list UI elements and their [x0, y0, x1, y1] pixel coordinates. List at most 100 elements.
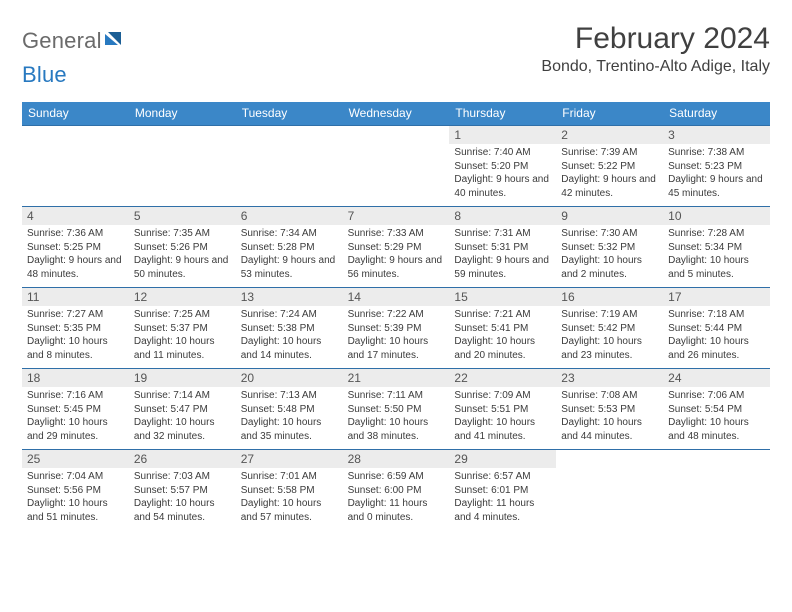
daylight-line: Daylight: 10 hours and 11 minutes.: [134, 335, 231, 362]
date-strip: 25: [22, 450, 129, 468]
date-strip: 8: [449, 207, 556, 225]
date-strip: 16: [556, 288, 663, 306]
week-row: 11Sunrise: 7:27 AMSunset: 5:35 PMDayligh…: [22, 287, 770, 368]
date-number: 7: [348, 209, 445, 223]
sunrise-line: Sunrise: 7:24 AM: [241, 308, 338, 322]
daylight-line: Daylight: 10 hours and 48 minutes.: [668, 416, 765, 443]
date-number: 24: [668, 371, 765, 385]
date-strip: 22: [449, 369, 556, 387]
sunrise-line: Sunrise: 7:13 AM: [241, 389, 338, 403]
day-cell: 28Sunrise: 6:59 AMSunset: 6:00 PMDayligh…: [343, 450, 450, 530]
sunrise-line: Sunrise: 7:34 AM: [241, 227, 338, 241]
sunset-line: Sunset: 5:57 PM: [134, 484, 231, 498]
date-number: 27: [241, 452, 338, 466]
date-number: 20: [241, 371, 338, 385]
day-cell: 7Sunrise: 7:33 AMSunset: 5:29 PMDaylight…: [343, 207, 450, 287]
brand-logo: General: [22, 22, 127, 54]
daylight-line: Daylight: 10 hours and 17 minutes.: [348, 335, 445, 362]
date-strip: 6: [236, 207, 343, 225]
date-number: 29: [454, 452, 551, 466]
sunrise-line: Sunrise: 7:11 AM: [348, 389, 445, 403]
date-number: 5: [134, 209, 231, 223]
date-number: 8: [454, 209, 551, 223]
sunset-line: Sunset: 5:47 PM: [134, 403, 231, 417]
day-cell: 12Sunrise: 7:25 AMSunset: 5:37 PMDayligh…: [129, 288, 236, 368]
date-strip: 24: [663, 369, 770, 387]
weekday-header: Saturday: [663, 102, 770, 125]
sunset-line: Sunset: 5:34 PM: [668, 241, 765, 255]
date-number: 21: [348, 371, 445, 385]
sunrise-line: Sunrise: 7:28 AM: [668, 227, 765, 241]
sunrise-line: Sunrise: 7:21 AM: [454, 308, 551, 322]
sunset-line: Sunset: 5:23 PM: [668, 160, 765, 174]
sunset-line: Sunset: 5:29 PM: [348, 241, 445, 255]
sunset-line: Sunset: 5:32 PM: [561, 241, 658, 255]
daylight-line: Daylight: 9 hours and 56 minutes.: [348, 254, 445, 281]
sunset-line: Sunset: 5:22 PM: [561, 160, 658, 174]
daylight-line: Daylight: 10 hours and 2 minutes.: [561, 254, 658, 281]
date-number: 15: [454, 290, 551, 304]
day-cell: 23Sunrise: 7:08 AMSunset: 5:53 PMDayligh…: [556, 369, 663, 449]
day-cell: 2Sunrise: 7:39 AMSunset: 5:22 PMDaylight…: [556, 126, 663, 206]
sunset-line: Sunset: 5:41 PM: [454, 322, 551, 336]
day-cell: 15 Sunrise: 7:21 AMSunset: 5:41 PMDayligh…: [449, 288, 556, 368]
date-strip: 23: [556, 369, 663, 387]
weekday-header: Sunday: [22, 102, 129, 125]
sunrise-line: Sunrise: 7:06 AM: [668, 389, 765, 403]
daylight-line: Daylight: 10 hours and 35 minutes.: [241, 416, 338, 443]
sunrise-line: Sunrise: 7:14 AM: [134, 389, 231, 403]
sunrise-line: Sunrise: 7:25 AM: [134, 308, 231, 322]
date-strip: 28: [343, 450, 450, 468]
date-number: 23: [561, 371, 658, 385]
daylight-line: Daylight: 10 hours and 20 minutes.: [454, 335, 551, 362]
day-cell: 11Sunrise: 7:27 AMSunset: 5:35 PMDayligh…: [22, 288, 129, 368]
sunrise-line: Sunrise: 7:36 AM: [27, 227, 124, 241]
day-cell: 3Sunrise: 7:38 AMSunset: 5:23 PMDaylight…: [663, 126, 770, 206]
date-strip: 18: [22, 369, 129, 387]
sunset-line: Sunset: 5:42 PM: [561, 322, 658, 336]
sunrise-line: Sunrise: 7:04 AM: [27, 470, 124, 484]
week-row: 25Sunrise: 7:04 AMSunset: 5:56 PMDayligh…: [22, 449, 770, 530]
sunrise-line: Sunrise: 7:19 AM: [561, 308, 658, 322]
day-cell: 29Sunrise: 6:57 AMSunset: 6:01 PMDayligh…: [449, 450, 556, 530]
week-row: 4Sunrise: 7:36 AMSunset: 5:25 PMDaylight…: [22, 206, 770, 287]
sunrise-line: Sunrise: 6:59 AM: [348, 470, 445, 484]
weekday-header: Friday: [556, 102, 663, 125]
date-strip: 21: [343, 369, 450, 387]
date-number: 12: [134, 290, 231, 304]
sunset-line: Sunset: 5:20 PM: [454, 160, 551, 174]
daylight-line: Daylight: 9 hours and 53 minutes.: [241, 254, 338, 281]
daylight-line: Daylight: 10 hours and 38 minutes.: [348, 416, 445, 443]
date-strip: 29: [449, 450, 556, 468]
location-label: Bondo, Trentino-Alto Adige, Italy: [541, 58, 770, 76]
day-cell: 13Sunrise: 7:24 AMSunset: 5:38 PMDayligh…: [236, 288, 343, 368]
date-number: 14: [348, 290, 445, 304]
date-number: 9: [561, 209, 658, 223]
sunrise-line: Sunrise: 7:30 AM: [561, 227, 658, 241]
date-number: 13: [241, 290, 338, 304]
sunset-line: Sunset: 5:35 PM: [27, 322, 124, 336]
date-strip: 17: [663, 288, 770, 306]
date-strip: 27: [236, 450, 343, 468]
date-strip: 10: [663, 207, 770, 225]
date-strip: 13: [236, 288, 343, 306]
brand-mark-icon: [105, 27, 127, 53]
date-number: 25: [27, 452, 124, 466]
sunrise-line: Sunrise: 7:08 AM: [561, 389, 658, 403]
week-row: 1Sunrise: 7:40 AMSunset: 5:20 PMDaylight…: [22, 125, 770, 206]
sunset-line: Sunset: 5:58 PM: [241, 484, 338, 498]
date-number: 1: [454, 128, 551, 142]
sunset-line: Sunset: 5:54 PM: [668, 403, 765, 417]
day-cell: 22Sunrise: 7:09 AMSunset: 5:51 PMDayligh…: [449, 369, 556, 449]
date-number: 16: [561, 290, 658, 304]
sunset-line: Sunset: 5:50 PM: [348, 403, 445, 417]
date-strip: 3: [663, 126, 770, 144]
daylight-line: Daylight: 9 hours and 48 minutes.: [27, 254, 124, 281]
daylight-line: Daylight: 9 hours and 40 minutes.: [454, 173, 551, 200]
sunset-line: Sunset: 5:38 PM: [241, 322, 338, 336]
weeks-container: 1Sunrise: 7:40 AMSunset: 5:20 PMDaylight…: [22, 125, 770, 530]
date-strip: 11: [22, 288, 129, 306]
sunrise-line: Sunrise: 7:22 AM: [348, 308, 445, 322]
sunset-line: Sunset: 6:01 PM: [454, 484, 551, 498]
date-number: 2: [561, 128, 658, 142]
